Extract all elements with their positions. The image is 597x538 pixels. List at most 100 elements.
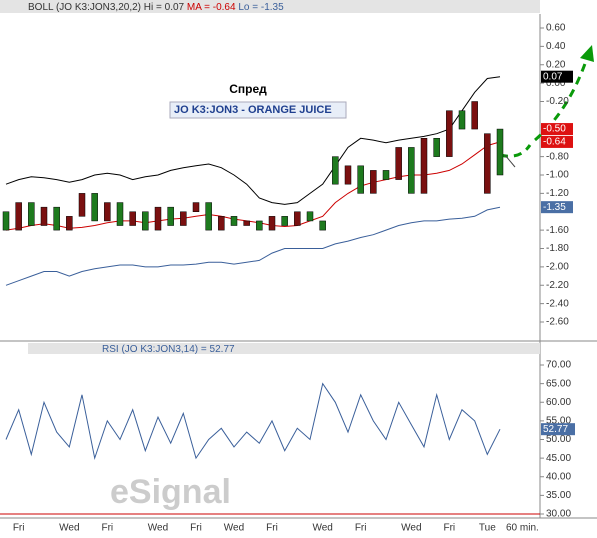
- y-tick-label: 0.40: [546, 41, 566, 52]
- y-tick-label: -0.20: [546, 96, 569, 107]
- x-tick-label: Fri: [13, 523, 25, 534]
- lo-label: Lo =: [238, 2, 258, 13]
- candle: [306, 211, 314, 222]
- rsi-box: [541, 423, 575, 436]
- chart-subtitle: JO K3:JON3 - ORANGE JUICE: [174, 104, 332, 116]
- band-line: [5, 76, 501, 205]
- candle: [281, 216, 288, 226]
- ma-label: MA =: [187, 2, 210, 13]
- rsi-tick-label: 60.00: [546, 397, 571, 408]
- candle: [471, 101, 478, 130]
- candle: [104, 202, 111, 222]
- rsi-value: 52.77: [210, 344, 235, 355]
- cursor-tick: [504, 154, 516, 168]
- candle: [294, 211, 301, 226]
- candle: [40, 206, 48, 226]
- x-tick-label: Fri: [101, 523, 113, 534]
- candle: [192, 202, 200, 212]
- candle: [167, 206, 174, 226]
- x-tick-label: Tue: [479, 523, 496, 534]
- candle: [357, 165, 364, 194]
- candle: [230, 216, 238, 226]
- candle: [420, 138, 428, 194]
- candle: [28, 202, 35, 226]
- y-tick-label: -0.80: [546, 151, 569, 162]
- subtitle-box: [169, 101, 347, 119]
- candle: [116, 202, 124, 226]
- band-line: [5, 141, 501, 231]
- rsi-tick-label: 55.00: [546, 416, 571, 427]
- x-tick-label: Wed: [59, 523, 79, 534]
- candle: [78, 193, 86, 217]
- watermark: eSignal: [110, 473, 231, 511]
- candle: [53, 206, 60, 231]
- candle: [180, 211, 187, 226]
- candle: [458, 110, 466, 130]
- study-name: BOLL (JO K3:JON3,20,2): [28, 2, 141, 13]
- y-tick-label: 0.60: [546, 23, 566, 34]
- candle: [256, 220, 263, 231]
- lo-box: [541, 201, 573, 214]
- arrow-head: [580, 45, 594, 62]
- y-tick-label: -2.60: [546, 317, 569, 328]
- candle: [344, 165, 352, 185]
- candle: [142, 211, 149, 231]
- x-tick-label: Fri: [443, 523, 455, 534]
- rsi-box-label: 52.77: [543, 424, 568, 435]
- y-tick-label: -2.40: [546, 298, 569, 309]
- y-tick-label: 0.00: [546, 78, 566, 89]
- hi-box-label: 0.07: [543, 71, 563, 82]
- study-header: [0, 0, 540, 13]
- candle: [408, 147, 415, 194]
- band-line: [5, 206, 501, 286]
- candle: [243, 220, 250, 226]
- ma-value: -0.64: [213, 2, 236, 13]
- candle: [91, 193, 98, 222]
- x-tick-label: Wed: [401, 523, 421, 534]
- candle: [268, 216, 276, 231]
- candle: [205, 202, 212, 231]
- candle: [154, 206, 162, 231]
- lo-value: -1.35: [261, 2, 284, 13]
- y-tick-label: -1.80: [546, 243, 569, 254]
- y-tick-label: -2.00: [546, 262, 569, 273]
- last-box-label: -0.50: [543, 124, 566, 135]
- rsi-tick-label: 70.00: [546, 360, 571, 371]
- rsi-tick-label: 65.00: [546, 378, 571, 389]
- y-tick-label: -2.20: [546, 280, 569, 291]
- study-legend: BOLL (JO K3:JON3,20,2) Hi = 0.07 MA = -0…: [28, 2, 284, 13]
- rsi-tick-label: 45.00: [546, 453, 571, 464]
- candle: [319, 220, 326, 231]
- candle: [218, 216, 225, 231]
- candle: [496, 128, 504, 176]
- y-tick-label: 0.20: [546, 59, 566, 70]
- x-tick-label: Fri: [355, 523, 367, 534]
- x-tick-label: Wed: [224, 523, 244, 534]
- lo-box-label: -1.35: [543, 202, 566, 213]
- hi-box: [541, 70, 573, 83]
- candle: [484, 133, 491, 194]
- rsi-legend: RSI (JO K3:JON3,14) = 52.77: [102, 344, 235, 355]
- candle: [446, 110, 453, 157]
- x-tick-label: Wed: [312, 523, 332, 534]
- x-tick-label: Fri: [266, 523, 278, 534]
- candle: [433, 138, 440, 157]
- last-box: [541, 123, 573, 136]
- candle: [395, 147, 402, 180]
- y-tick-label: -1.60: [546, 225, 569, 236]
- candle: [66, 216, 73, 231]
- x-tick-label: Wed: [148, 523, 168, 534]
- candle: [370, 170, 377, 194]
- y-tick-label: -1.00: [546, 170, 569, 181]
- rsi-tick-label: 35.00: [546, 490, 571, 501]
- y-tick-label: -1.20: [546, 188, 569, 199]
- ma-box: [541, 135, 573, 148]
- rsi-line: [5, 382, 501, 461]
- hi-value: 0.07: [165, 2, 185, 13]
- rsi-tick-label: 50.00: [546, 434, 571, 445]
- chart-title: Спред: [229, 82, 267, 96]
- x-tick-label: Fri: [190, 523, 202, 534]
- candle: [382, 170, 390, 180]
